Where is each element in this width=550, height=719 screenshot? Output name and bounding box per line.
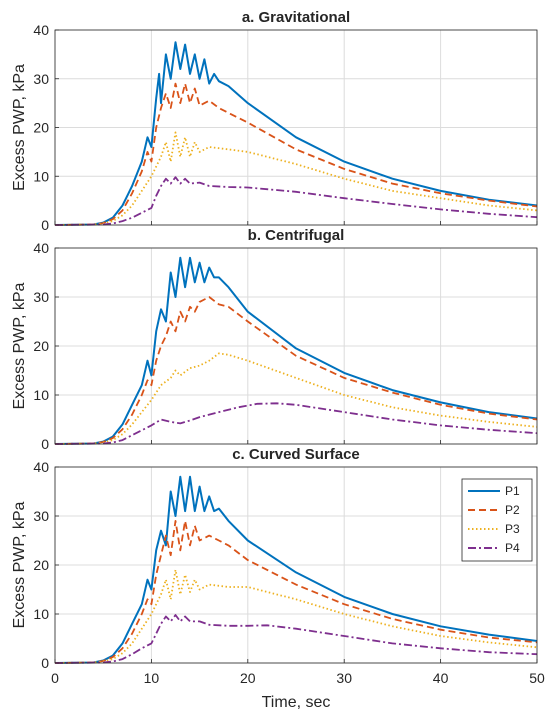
series-line-p3 [54, 352, 538, 445]
panel-2: 0 10 20 30 40 b. Centrifugal Excess PWP, kPa [11, 227, 538, 452]
series-line-p2 [54, 296, 538, 445]
y-tick-label: 40 [33, 459, 49, 475]
series-line-p4 [54, 176, 538, 226]
y-tick-label: 0 [41, 436, 49, 452]
series-line-p2 [54, 520, 538, 664]
y-axis-label: Excess PWP, kPa [11, 282, 28, 409]
y-tick-label: 20 [33, 338, 49, 354]
panel-title: c. Curved Surface [232, 446, 360, 463]
panel-title: a. Gravitational [242, 9, 350, 26]
x-tick-label: 0 [51, 670, 59, 686]
y-tick-label: 30 [33, 71, 49, 87]
panel-1: 0 10 20 30 40 a. Gravitational Excess PWP, kPa [11, 9, 538, 233]
x-tick-label: 30 [336, 670, 352, 686]
y-tick-label: 40 [33, 240, 49, 256]
panel-title: b. Centrifugal [248, 227, 345, 244]
y-axis-label: Excess PWP, kPa [11, 64, 28, 191]
legend: P1 P2 P3 P4 [461, 478, 533, 562]
series-line-p1 [54, 475, 538, 664]
series-line-p1 [54, 41, 538, 226]
series-line-p4 [54, 614, 538, 664]
y-tick-label: 0 [41, 217, 49, 233]
x-tick-label: 10 [144, 670, 160, 686]
series-line-p4 [54, 402, 538, 445]
x-tick-label: 50 [529, 670, 545, 686]
y-tick-label: 40 [33, 22, 49, 38]
panel-3: 0 10 20 30 40 0 10 20 30 40 50 c. Curved Surface Exc… [11, 446, 545, 711]
x-tick-label: 40 [433, 670, 449, 686]
y-tick-label: 30 [33, 508, 49, 524]
series-line-p2 [54, 82, 538, 226]
legend-label-p3: P3 [505, 522, 520, 536]
y-tick-label: 0 [41, 655, 49, 671]
y-tick-label: 10 [33, 168, 49, 184]
y-tick-label: 10 [33, 387, 49, 403]
x-tick-label: 20 [240, 670, 256, 686]
y-tick-label: 30 [33, 289, 49, 305]
legend-label-p2: P2 [505, 503, 520, 517]
x-axis-label: Time, sec [262, 694, 331, 711]
series-line-p1 [54, 256, 538, 445]
y-tick-label: 20 [33, 557, 49, 573]
series-line-p3 [54, 131, 538, 226]
y-tick-label: 10 [33, 606, 49, 622]
legend-label-p4: P4 [505, 541, 520, 555]
y-tick-label: 20 [33, 120, 49, 136]
legend-label-p1: P1 [505, 484, 520, 498]
y-axis-label: Excess PWP, kPa [11, 501, 28, 628]
